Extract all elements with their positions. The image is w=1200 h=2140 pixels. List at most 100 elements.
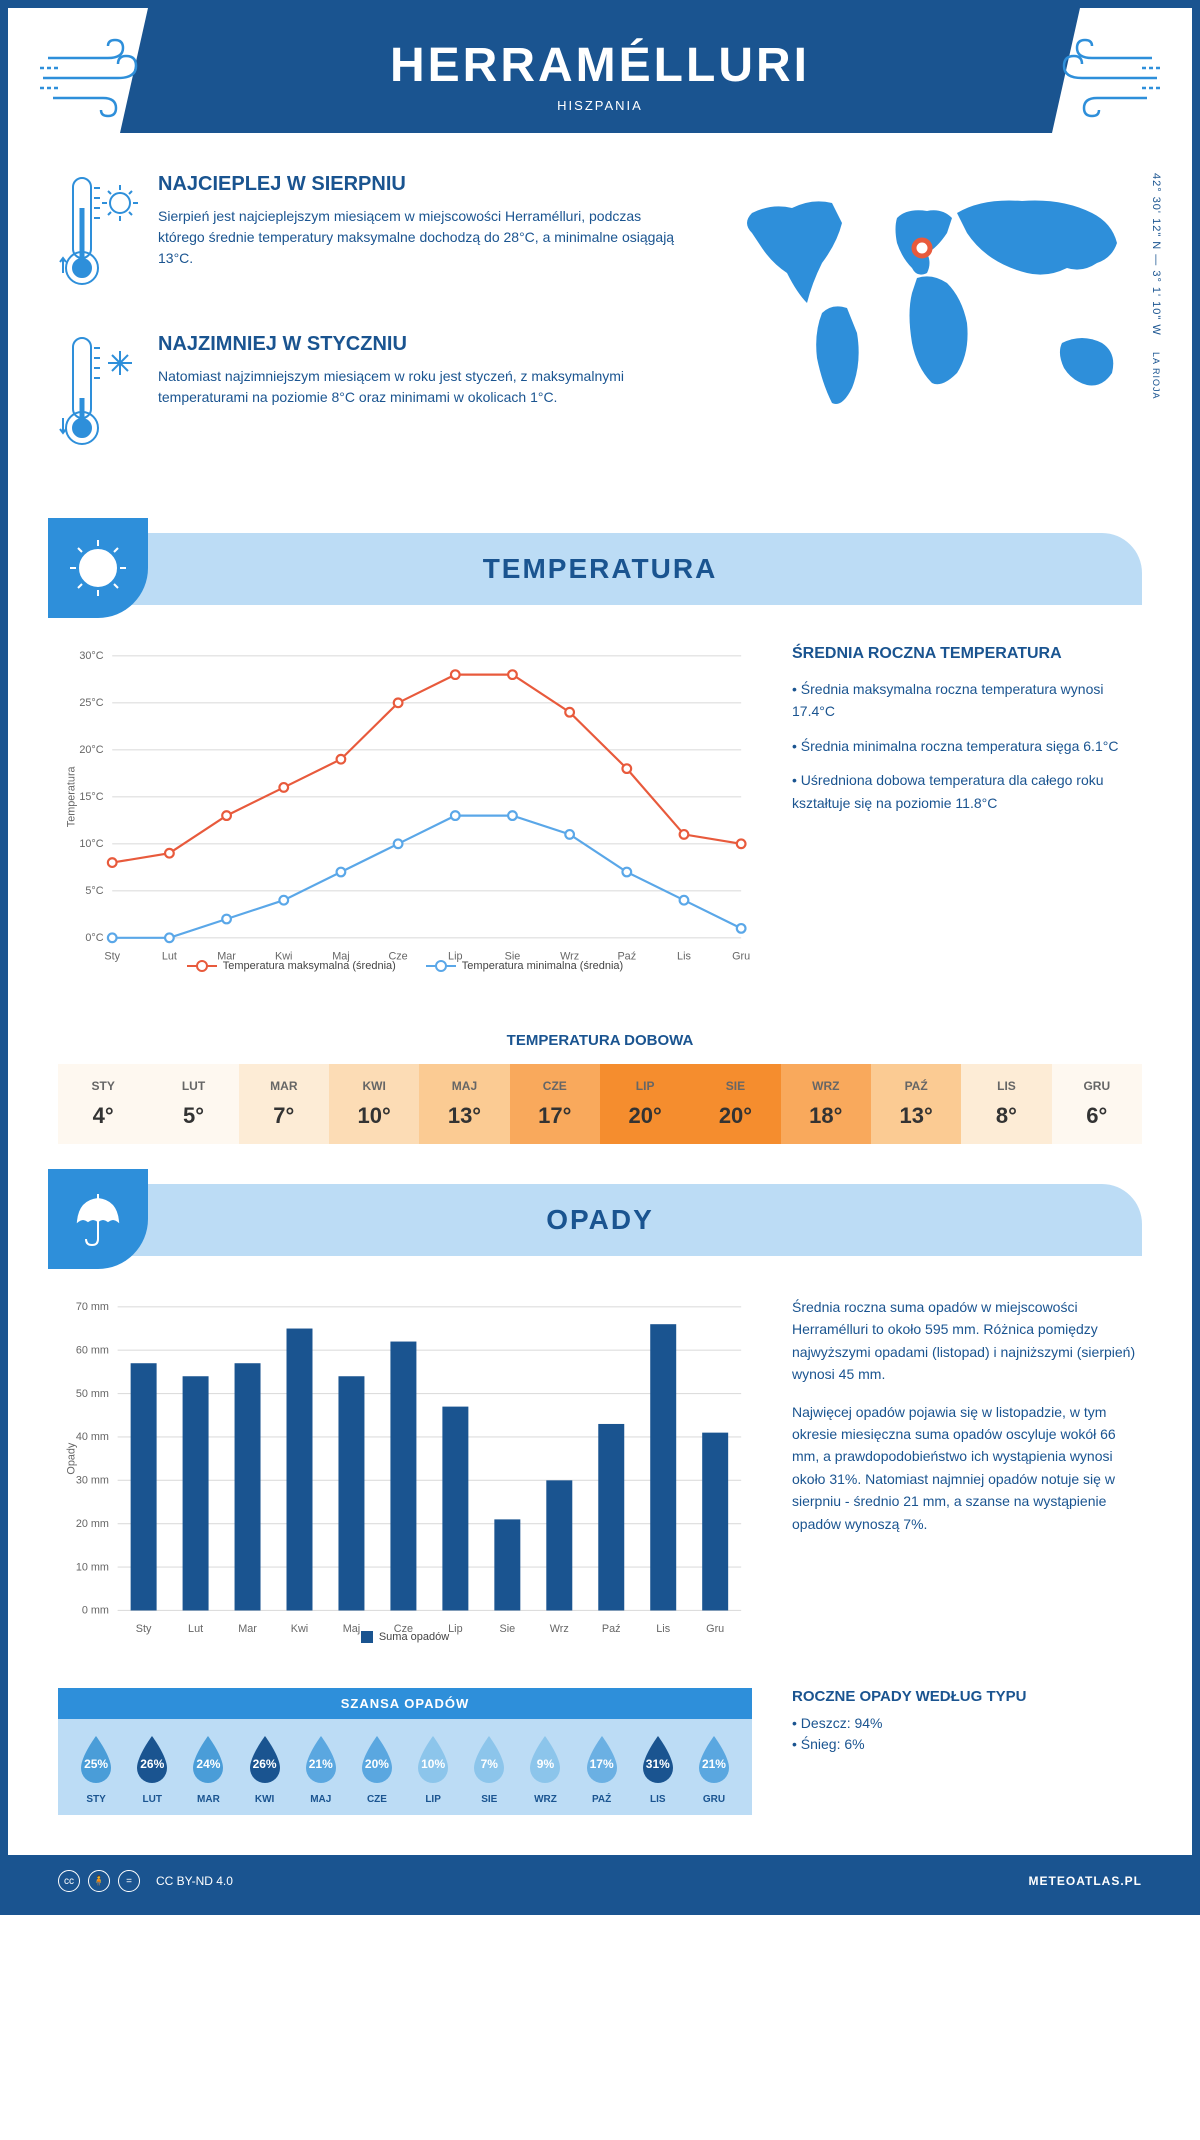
daily-temp-cell: PAŹ13° <box>871 1064 961 1144</box>
svg-text:Kwi: Kwi <box>291 1623 308 1635</box>
svg-text:Lis: Lis <box>656 1623 670 1635</box>
temp-bullet: • Średnia maksymalna roczna temperatura … <box>792 678 1142 723</box>
svg-text:Lut: Lut <box>188 1623 203 1635</box>
svg-text:Kwi: Kwi <box>275 950 292 962</box>
chance-drop: 21%GRU <box>686 1734 742 1805</box>
svg-text:5°C: 5°C <box>85 885 103 897</box>
chance-title: SZANSA OPADÓW <box>58 1688 752 1719</box>
svg-text:Wrz: Wrz <box>560 950 579 962</box>
site-name: METEOATLAS.PL <box>1029 1874 1142 1888</box>
cold-title: NAJZIMNIEJ W STYCZNIU <box>158 333 682 356</box>
svg-text:20°C: 20°C <box>79 744 103 756</box>
svg-text:Gru: Gru <box>732 950 750 962</box>
type-rain: • Deszcz: 94% <box>792 1715 1142 1731</box>
daily-temp-table: STY4°LUT5°MAR7°KWI10°MAJ13°CZE17°LIP20°S… <box>58 1064 1142 1144</box>
svg-text:Sie: Sie <box>500 1623 516 1635</box>
svg-text:20 mm: 20 mm <box>76 1518 109 1530</box>
daily-temp-cell: KWI10° <box>329 1064 419 1144</box>
svg-text:10°C: 10°C <box>79 838 103 850</box>
daily-temp-cell: LUT5° <box>148 1064 238 1144</box>
temp-title: TEMPERATURA <box>58 553 1142 585</box>
svg-text:60 mm: 60 mm <box>76 1344 109 1356</box>
svg-text:Lip: Lip <box>448 950 462 962</box>
svg-text:70 mm: 70 mm <box>76 1301 109 1313</box>
svg-text:Paź: Paź <box>617 950 636 962</box>
type-snow: • Śnieg: 6% <box>792 1736 1142 1752</box>
chance-drop: 10%LIP <box>405 1734 461 1805</box>
thermometer-cold-icon <box>58 333 138 458</box>
precip-title: OPADY <box>58 1204 1142 1236</box>
temp-section-header: TEMPERATURA <box>58 533 1142 605</box>
page-title: HERRAMÉLLURI <box>8 38 1192 93</box>
footer: cc 🧍 = CC BY-ND 4.0 METEOATLAS.PL <box>8 1855 1192 1907</box>
svg-text:Mar: Mar <box>217 950 236 962</box>
daily-temp-cell: LIP20° <box>600 1064 690 1144</box>
umbrella-icon <box>48 1169 148 1269</box>
daily-temp-cell: GRU6° <box>1052 1064 1142 1144</box>
daily-temp-cell: STY4° <box>58 1064 148 1144</box>
header: HERRAMÉLLURI HISZPANIA <box>8 8 1192 133</box>
license: cc 🧍 = CC BY-ND 4.0 <box>58 1870 233 1892</box>
svg-text:Sie: Sie <box>505 950 521 962</box>
type-title: ROCZNE OPADY WEDŁUG TYPU <box>792 1688 1142 1705</box>
daily-temp-cell: MAR7° <box>239 1064 329 1144</box>
svg-text:Sty: Sty <box>136 1623 152 1635</box>
cold-text: Natomiast najzimniejszym miesiącem w rok… <box>158 366 682 408</box>
daily-temp-title: TEMPERATURA DOBOWA <box>8 1032 1192 1049</box>
svg-text:Paź: Paź <box>602 1623 621 1635</box>
page-subtitle: HISZPANIA <box>8 98 1192 113</box>
chance-drop: 7%SIE <box>461 1734 517 1805</box>
svg-text:0°C: 0°C <box>85 932 103 944</box>
hot-text: Sierpień jest najcieplejszym miesiącem w… <box>158 206 682 269</box>
svg-text:Cze: Cze <box>388 950 407 962</box>
coordinates: 42° 30' 12" N — 3° 1' 10" W LA RIOJA <box>1150 173 1162 400</box>
svg-text:25°C: 25°C <box>79 697 103 709</box>
svg-text:Sty: Sty <box>104 950 120 962</box>
chance-row: 25%STY26%LUT24%MAR26%KWI21%MAJ20%CZE10%L… <box>58 1719 752 1815</box>
precipitation-bar-chart: 0 mm10 mm20 mm30 mm40 mm50 mm60 mm70 mmS… <box>58 1296 752 1616</box>
precip-section-header: OPADY <box>58 1184 1142 1256</box>
temp-bullet: • Średnia minimalna roczna temperatura s… <box>792 735 1142 757</box>
svg-text:Mar: Mar <box>238 1623 257 1635</box>
daily-temp-cell: SIE20° <box>690 1064 780 1144</box>
svg-text:50 mm: 50 mm <box>76 1388 109 1400</box>
world-map <box>722 173 1142 433</box>
temp-info-title: ŚREDNIA ROCZNA TEMPERATURA <box>792 645 1142 663</box>
precip-text: Najwięcej opadów pojawia się w listopadz… <box>792 1401 1142 1535</box>
svg-text:10 mm: 10 mm <box>76 1561 109 1573</box>
chance-drop: 26%KWI <box>237 1734 293 1805</box>
temp-bullet: • Uśredniona dobowa temperatura dla całe… <box>792 769 1142 814</box>
svg-text:Lip: Lip <box>448 1623 462 1635</box>
chance-drop: 31%LIS <box>630 1734 686 1805</box>
svg-text:Maj: Maj <box>343 1623 360 1635</box>
thermometer-hot-icon <box>58 173 138 298</box>
sun-icon <box>48 518 148 618</box>
chance-drop: 25%STY <box>68 1734 124 1805</box>
chance-drop: 17%PAŹ <box>574 1734 630 1805</box>
chance-drop: 21%MAJ <box>293 1734 349 1805</box>
daily-temp-cell: WRZ18° <box>781 1064 871 1144</box>
chance-drop: 20%CZE <box>349 1734 405 1805</box>
daily-temp-cell: LIS8° <box>961 1064 1051 1144</box>
svg-text:Wrz: Wrz <box>550 1623 569 1635</box>
chance-drop: 26%LUT <box>124 1734 180 1805</box>
svg-text:Opady: Opady <box>65 1442 77 1474</box>
svg-text:Lut: Lut <box>162 950 177 962</box>
svg-text:Maj: Maj <box>332 950 349 962</box>
svg-text:Lis: Lis <box>677 950 691 962</box>
daily-temp-cell: MAJ13° <box>419 1064 509 1144</box>
temperature-line-chart: 0°C5°C10°C15°C20°C25°C30°CStyLutMarKwiMa… <box>58 645 752 945</box>
svg-text:Gru: Gru <box>706 1623 724 1635</box>
svg-text:Temperatura: Temperatura <box>65 765 77 827</box>
svg-text:15°C: 15°C <box>79 791 103 803</box>
hot-title: NAJCIEPLEJ W SIERPNIU <box>158 173 682 196</box>
chance-drop: 24%MAR <box>180 1734 236 1805</box>
svg-text:0 mm: 0 mm <box>82 1605 109 1617</box>
svg-text:30°C: 30°C <box>79 650 103 662</box>
chance-drop: 9%WRZ <box>517 1734 573 1805</box>
precip-text: Średnia roczna suma opadów w miejscowośc… <box>792 1296 1142 1386</box>
svg-text:30 mm: 30 mm <box>76 1475 109 1487</box>
svg-text:40 mm: 40 mm <box>76 1431 109 1443</box>
intro-section: NAJCIEPLEJ W SIERPNIU Sierpień jest najc… <box>8 133 1192 533</box>
daily-temp-cell: CZE17° <box>510 1064 600 1144</box>
